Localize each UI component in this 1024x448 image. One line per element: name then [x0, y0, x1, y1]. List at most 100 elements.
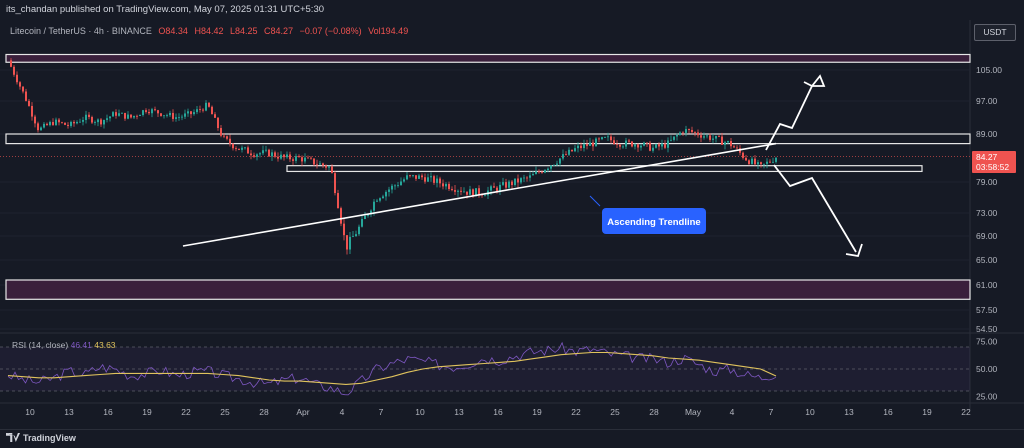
- rsi-line: [7, 341, 777, 396]
- candle-body: [397, 185, 399, 186]
- candle-body: [115, 112, 117, 116]
- candle-body: [262, 150, 264, 154]
- candle-body: [679, 132, 681, 135]
- candle-body: [40, 127, 42, 131]
- price-tick-label: 97.00: [976, 96, 998, 106]
- candle-body: [652, 147, 654, 151]
- candle-body: [682, 132, 684, 134]
- candle-body: [49, 122, 51, 126]
- price-axis[interactable]: 105.00 97.00 89.00 79.00 73.00 69.00 65.00 61.0…: [976, 65, 1002, 334]
- zone-lower-support-zone[interactable]: [5, 279, 971, 300]
- candle-body: [142, 110, 144, 115]
- candle-body: [100, 119, 102, 125]
- candle-body: [409, 175, 411, 177]
- candle-body: [175, 117, 177, 119]
- candle-body: [76, 122, 78, 124]
- candle-body: [538, 171, 540, 173]
- candle-body: [172, 112, 174, 119]
- candle-body: [403, 179, 405, 182]
- candle-body: [415, 175, 417, 179]
- current-price-badge: 84.27 03:58:52: [972, 151, 1016, 173]
- candle-body: [382, 196, 384, 199]
- candle-body: [103, 119, 105, 125]
- candle-body: [133, 115, 135, 118]
- rsi-value: 46.41: [70, 340, 92, 350]
- candle-body: [685, 129, 687, 133]
- candle-body: [256, 154, 258, 157]
- time-tick-label: May: [685, 407, 702, 417]
- candle-body: [253, 155, 255, 157]
- candle-body: [61, 122, 63, 124]
- candle-body: [376, 200, 378, 202]
- time-tick-label: 13: [64, 407, 74, 417]
- zone-resistance-band[interactable]: [5, 133, 971, 145]
- currency-button[interactable]: USDT: [974, 24, 1016, 41]
- candle-body: [199, 109, 201, 111]
- rsi-ma-line: [7, 351, 777, 385]
- candle-body: [406, 175, 408, 180]
- symbol-name[interactable]: Litecoin / TetherUS · 4h · BINANCE: [10, 26, 152, 36]
- candle-body: [454, 190, 456, 192]
- price-tick-label: 57.50: [976, 305, 998, 315]
- candle-body: [616, 144, 618, 145]
- candle-body: [232, 143, 234, 149]
- candle-body: [604, 137, 606, 138]
- candle-body: [289, 154, 291, 160]
- time-tick-label: 28: [649, 407, 659, 417]
- candle-body: [157, 110, 159, 114]
- candle-body: [502, 182, 504, 185]
- candle-body: [418, 175, 420, 179]
- candle-body: [244, 147, 246, 149]
- candlestick-series: [0, 58, 970, 255]
- ohlc-close: C84.27: [264, 26, 294, 36]
- candle-body: [484, 195, 486, 197]
- candle-body: [250, 153, 252, 156]
- candle-body: [547, 168, 549, 170]
- rsi-legend[interactable]: RSI (14, close) 46.41 43.63: [12, 340, 116, 350]
- candle-body: [13, 66, 15, 75]
- time-tick-label: 13: [844, 407, 854, 417]
- candle-body: [79, 121, 81, 123]
- zone-support-band[interactable]: [286, 165, 923, 173]
- rsi-label[interactable]: RSI (14, close): [12, 340, 69, 350]
- tradingview-logo[interactable]: TradingView: [6, 433, 76, 443]
- horizontal-zones: [5, 53, 971, 300]
- candle-body: [595, 138, 597, 147]
- time-tick-label: 4: [730, 407, 735, 417]
- candle-body: [196, 109, 198, 113]
- candle-body: [139, 114, 141, 116]
- candle-body: [331, 166, 333, 174]
- candle-body: [16, 74, 18, 83]
- candle-body: [634, 144, 636, 147]
- zone-upper-resistance-zone[interactable]: [5, 53, 971, 63]
- candle-body: [223, 135, 225, 137]
- candle-body: [184, 113, 186, 117]
- candle-body: [268, 149, 270, 157]
- candle-body: [292, 159, 294, 161]
- candle-body: [34, 116, 36, 124]
- time-tick-label: 22: [961, 407, 971, 417]
- candle-body: [193, 112, 195, 115]
- bullish-arrow-head: [803, 74, 826, 88]
- candle-body: [277, 156, 279, 159]
- time-tick-label: 10: [25, 407, 35, 417]
- publish-info: its_chandan published on TradingView.com…: [6, 4, 325, 15]
- candle-body: [514, 178, 516, 186]
- candle-body: [217, 117, 219, 129]
- candle-body: [523, 177, 525, 179]
- candle-body: [352, 236, 354, 238]
- candle-body: [457, 190, 459, 192]
- candle-body: [442, 183, 444, 187]
- candle-body: [319, 163, 321, 165]
- trendline[interactable]: [182, 142, 777, 247]
- symbol-legend[interactable]: Litecoin / TetherUS · 4h · BINANCE O84.3…: [10, 26, 412, 36]
- candle-body: [94, 122, 96, 123]
- candle-body: [655, 144, 657, 148]
- price-tick-label: 54.50: [976, 324, 998, 334]
- candle-body: [304, 157, 306, 162]
- time-axis[interactable]: 10 13 16 19 22 25 28 Apr 4 7 10 13 16 19 22 25 28 May 4 7 10…: [25, 407, 971, 417]
- ascending-trendline[interactable]: [182, 142, 777, 247]
- candle-body: [349, 236, 351, 250]
